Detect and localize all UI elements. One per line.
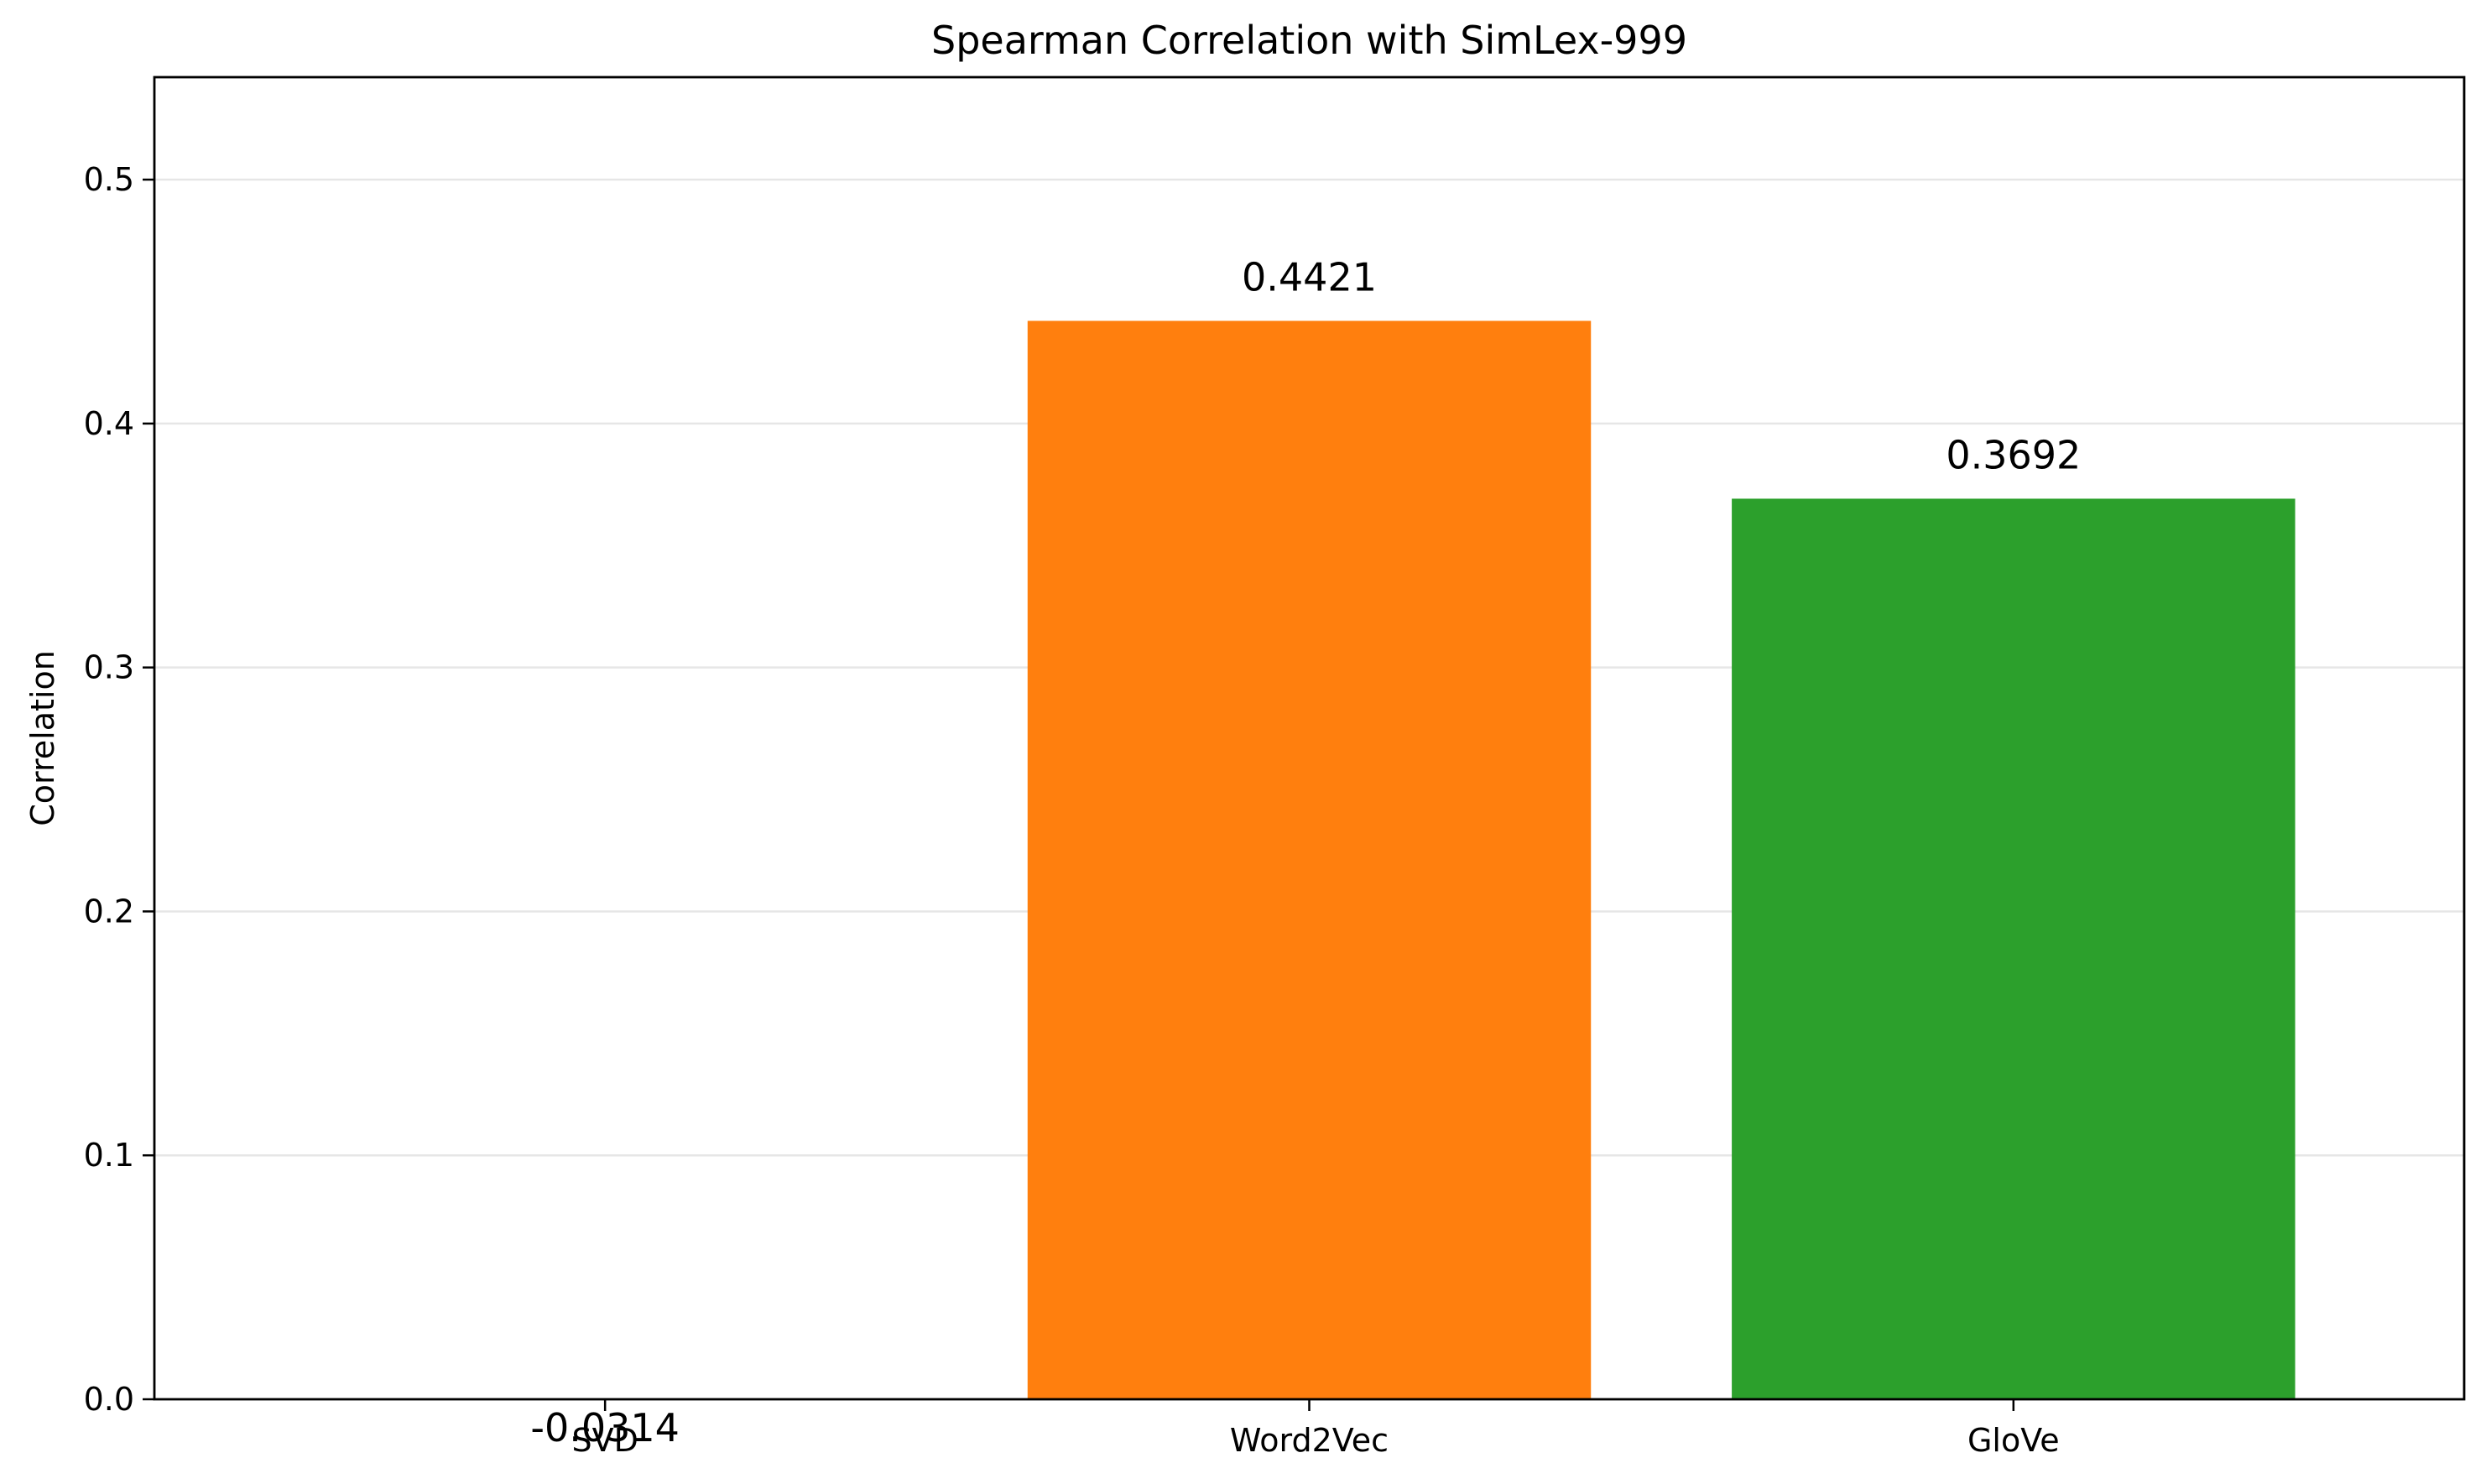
labels-layer: 0.0 0.1 0.2 0.3 0.4 0.5 SVD-0.0314 Word2Vec 0.44… — [84, 161, 2082, 1459]
x-tick-label: Word2Vec — [1230, 1422, 1389, 1459]
y-axis-label: Correlation — [24, 650, 61, 826]
y-tick-label: 0.0 — [84, 1381, 134, 1418]
chart-title: Spearman Correlation with SimLex-999 — [931, 18, 1687, 63]
ticks-layer — [143, 178, 2015, 1411]
y-tick-label: 0.5 — [84, 161, 134, 198]
bars-layer — [1027, 320, 2296, 1400]
y-tick-label: 0.4 — [84, 405, 134, 442]
data-label-word2vec: 0.4421 — [1242, 254, 1377, 299]
bar-glove — [1732, 498, 2296, 1400]
y-tick-label: 0.3 — [84, 649, 134, 686]
y-tick-label: 0.1 — [84, 1137, 134, 1174]
data-label-glove: 0.3692 — [1946, 432, 2081, 477]
x-tick-label: GloVe — [1967, 1422, 2060, 1459]
y-tick-label: 0.2 — [84, 893, 134, 929]
bar-word2vec — [1027, 320, 1592, 1399]
data-label-svd: -0.0314 — [530, 1405, 680, 1450]
x-tick-label: SVD — [571, 1422, 638, 1459]
